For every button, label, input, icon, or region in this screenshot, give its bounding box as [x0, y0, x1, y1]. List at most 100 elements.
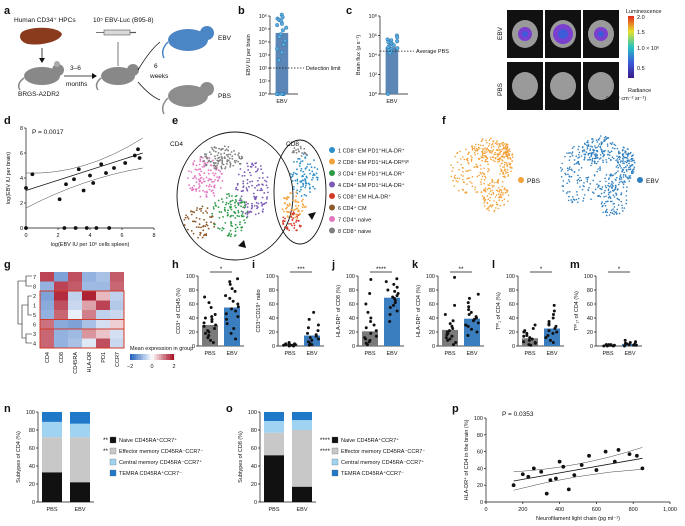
umap-cell-pbs: [456, 177, 459, 180]
umap-cell: [312, 176, 314, 179]
umap-cell-ebv: [586, 176, 589, 179]
stacked-legend-label: TEMRA CD45RA⁺CCR7⁻: [119, 470, 182, 477]
umap-cell: [295, 229, 298, 232]
umap-cell: [205, 190, 208, 193]
umap-cell-pbs: [481, 175, 484, 178]
dot-panel-point: [369, 320, 373, 323]
umap-cell: [265, 180, 268, 183]
umap-cell-pbs: [483, 179, 486, 181]
umap-cell-ebv: [633, 159, 635, 162]
umap-cell-ebv: [606, 211, 609, 214]
umap-cell: [298, 158, 301, 160]
panel-p-point: [566, 487, 571, 492]
panel-b-reference-label: Detection limit: [306, 66, 341, 72]
umap-cell-pbs: [471, 147, 474, 150]
umap-cell-ebv: [570, 199, 572, 201]
umap-cell-pbs: [495, 201, 498, 204]
dot-panel-point: [602, 344, 606, 348]
dot-panel-point: [551, 313, 555, 316]
umap-cell-ebv: [612, 157, 615, 160]
umap-cell-ebv: [565, 192, 568, 194]
umap-cell-pbs: [498, 143, 501, 146]
umap-cell: [239, 163, 242, 165]
panel-letter-g: g: [4, 259, 11, 271]
heatmap-cell: [54, 338, 68, 348]
umap-cell-ebv: [611, 180, 613, 183]
panel-d-point: [112, 166, 116, 170]
umap-cell-ebv: [612, 194, 615, 197]
stacked-segment: [42, 421, 62, 438]
umap-cell: [197, 187, 200, 189]
umap-cell: [208, 159, 211, 162]
dot-panel-group-label: PBS: [204, 351, 215, 357]
heatmap-legend-swatch: [154, 354, 157, 360]
heatmap-legend-title: Mean expression in group: [130, 346, 193, 352]
umap-cell: [217, 157, 220, 159]
umap-cell: [207, 179, 210, 182]
umap-cell: [211, 181, 213, 183]
umap-cell: [199, 195, 202, 198]
umap-cell-pbs: [502, 175, 505, 178]
umap-cell: [233, 210, 235, 213]
umap-cell: [304, 184, 307, 187]
umap-cell-ebv: [567, 178, 570, 181]
dot-panel-group-label: EBV: [624, 351, 635, 357]
umap-cell: [288, 229, 291, 232]
umap-cell: [312, 185, 314, 188]
umap-cell: [289, 211, 292, 214]
umap-cell-ebv: [609, 200, 612, 203]
umap-cell-ebv: [628, 162, 630, 165]
umap-cell-pbs: [500, 191, 503, 193]
dot-panel-point: [211, 341, 215, 344]
stacked-ytick: 20: [29, 482, 35, 488]
umap-cell-ebv: [607, 197, 610, 199]
panel-p-point: [627, 452, 632, 457]
umap-cell: [281, 208, 284, 211]
heatmap-row-label: 3: [33, 332, 36, 338]
umap-cell: [229, 229, 232, 232]
umap-cell-pbs: [481, 195, 484, 197]
umap-cell: [213, 174, 216, 177]
umap-cell-pbs: [470, 160, 473, 162]
umap-cell-pbs: [468, 177, 471, 179]
umap-cell-ebv: [579, 186, 581, 188]
dot-panel-ytick: 0: [272, 344, 275, 350]
umap-cell-ebv: [577, 157, 579, 159]
umap-cell-pbs: [480, 168, 482, 170]
dot-panel-point: [393, 289, 397, 293]
umap-cell: [312, 172, 315, 175]
umap-cell: [254, 186, 256, 189]
dot-panel-point: [522, 340, 526, 344]
umap-cell: [204, 153, 206, 155]
umap-cell-ebv: [576, 182, 579, 184]
umap-cell-ebv: [577, 161, 579, 163]
umap-cell: [226, 160, 229, 163]
panel-d-point: [76, 167, 81, 172]
umap-cell: [186, 228, 189, 231]
umap-cell: [222, 215, 224, 218]
dot-panel-point: [447, 329, 451, 333]
dot-panel-point: [233, 289, 237, 293]
umap-cell: [293, 224, 296, 227]
heatmap-cell: [96, 291, 110, 301]
stacked-ylabel: Subtypes of CD4 (%): [16, 431, 22, 483]
panel-b-point: [275, 23, 280, 28]
umap-cell-pbs: [489, 187, 491, 190]
panel-p-xtick: 400: [555, 507, 564, 513]
umap-cell: [296, 160, 298, 163]
dot-panel-point: [454, 341, 458, 344]
umap-cell-ebv: [591, 160, 594, 162]
umap-cell: [210, 185, 213, 188]
umap-cell: [219, 158, 222, 161]
panel-p-point: [616, 448, 621, 452]
dot-panel-point: [368, 338, 372, 342]
umap-cell: [302, 185, 304, 187]
umap-cell-pbs: [458, 177, 461, 180]
umap-cell-pbs: [504, 176, 506, 179]
umap-cell: [213, 180, 215, 183]
umap-cell-ebv: [591, 141, 594, 144]
umap-cell-pbs: [492, 191, 495, 194]
umap-cell: [206, 157, 209, 160]
umap-cell-pbs: [501, 185, 504, 188]
